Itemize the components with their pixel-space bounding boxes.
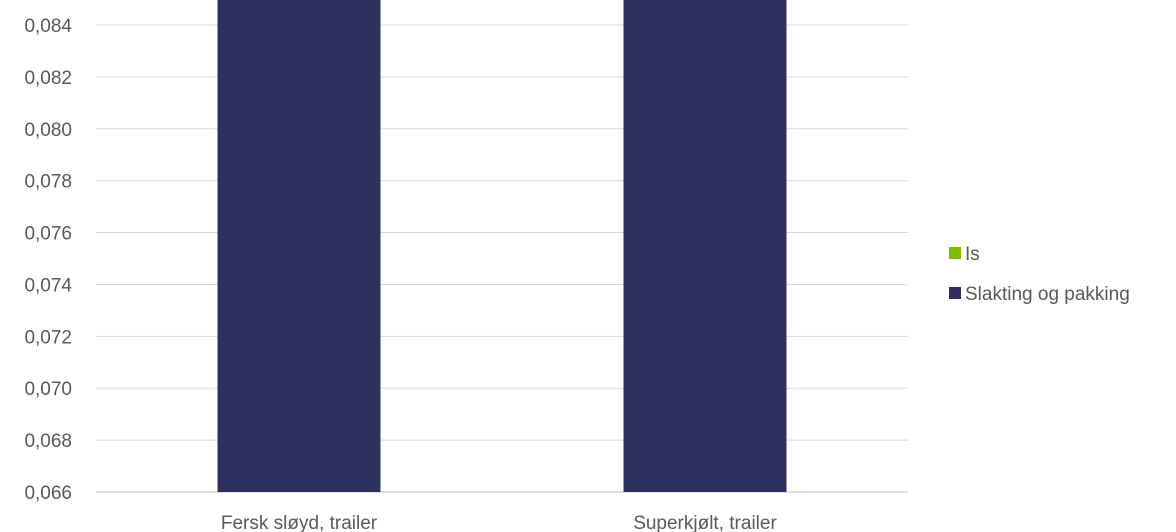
bar-slakting-og-pakking-1: [217, 0, 381, 492]
bars: [217, 0, 787, 492]
y-tick-label: 0,074: [24, 275, 72, 296]
legend-label: Slakting og pakking: [965, 284, 1130, 305]
legend-swatch: [949, 247, 961, 259]
y-tick-label: 0,072: [24, 327, 72, 348]
legend-label: Is: [965, 244, 980, 265]
y-tick-label: 0,078: [24, 172, 72, 193]
y-tick-label: 0,084: [24, 16, 72, 37]
y-tick-label: 0,068: [24, 431, 72, 452]
y-tick-label: 0,070: [24, 379, 72, 400]
y-tick-label: 0,080: [24, 120, 72, 141]
x-category-label: Superkjølt, trailer: [633, 513, 777, 532]
y-tick-label: 0,076: [24, 224, 72, 245]
x-category-label: Fersk sløyd, trailer: [221, 513, 378, 532]
y-axis-tick-labels: 0,066 0,068 0,070 0,072 0,074 0,076 0,078 0,080…: [24, 16, 72, 504]
legend-swatch: [949, 287, 961, 299]
bar-slakting-og-pakking-2: [623, 0, 787, 492]
y-tick-label: 0,066: [24, 483, 72, 504]
legend: Is Slakting og pakking: [949, 244, 1130, 305]
x-axis-category-labels: Fersk sløyd, trailer Superkjølt, trailer: [221, 513, 778, 532]
y-tick-label: 0,082: [24, 68, 72, 89]
